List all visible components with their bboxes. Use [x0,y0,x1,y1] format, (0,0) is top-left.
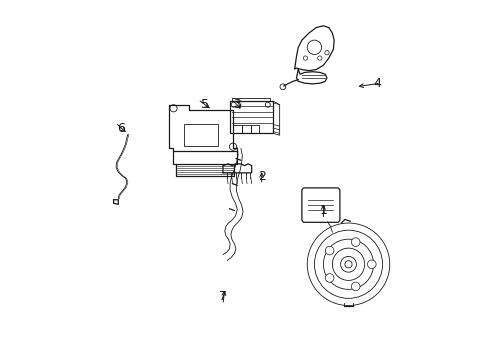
Circle shape [314,230,382,298]
Circle shape [367,260,375,269]
Circle shape [351,238,359,246]
Text: 4: 4 [372,77,380,90]
Circle shape [306,40,321,54]
Circle shape [317,56,321,60]
Bar [230,101,273,134]
Circle shape [324,50,328,55]
Circle shape [303,56,307,60]
Circle shape [325,274,333,282]
Text: 3: 3 [233,98,241,111]
Circle shape [169,105,177,112]
Text: 1: 1 [319,204,326,217]
Circle shape [325,246,333,255]
Circle shape [306,223,389,306]
Circle shape [323,239,373,289]
Text: 5: 5 [201,98,209,111]
Circle shape [231,102,236,107]
Circle shape [340,256,356,272]
Text: 7: 7 [219,290,226,303]
Circle shape [280,84,285,90]
Circle shape [229,143,236,150]
Text: 2: 2 [257,170,265,183]
Circle shape [265,102,270,107]
Bar [183,125,217,146]
FancyBboxPatch shape [301,188,339,222]
Circle shape [344,261,351,268]
Circle shape [351,282,359,291]
Circle shape [332,248,364,280]
Text: 6: 6 [117,122,124,135]
